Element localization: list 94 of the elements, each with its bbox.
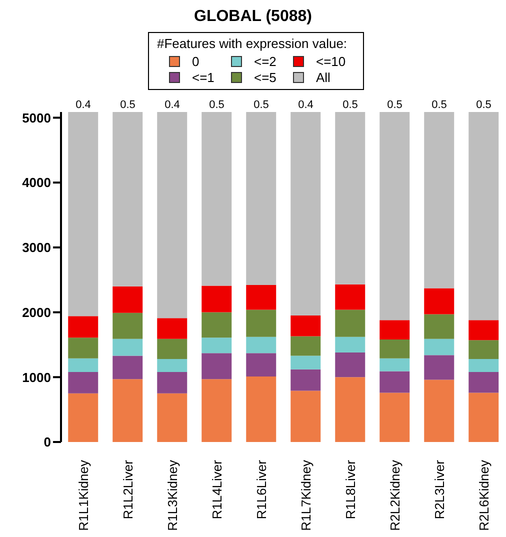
x-tick-label: R1L2Liver: [120, 459, 136, 520]
bar: [202, 353, 232, 380]
annotation: 0.5: [476, 99, 492, 111]
y-tick-label: 4000: [22, 175, 51, 190]
legend-label: <=10: [316, 54, 346, 69]
bar: [112, 286, 143, 313]
bar: [157, 358, 188, 372]
x-tick-label: R1L1Kidney: [76, 460, 91, 531]
annotation: 0.5: [254, 99, 269, 111]
bar: [424, 288, 454, 314]
bar: [246, 112, 276, 286]
bar: [68, 358, 98, 372]
y-tick-label: 3000: [22, 240, 51, 256]
bar: [112, 379, 143, 442]
bar: [157, 112, 188, 318]
bar: [335, 377, 366, 442]
bar: [202, 379, 232, 442]
bar: [68, 338, 98, 358]
annotation: 0.4: [164, 99, 180, 111]
bar: [112, 356, 143, 380]
bar: [290, 369, 321, 391]
annotation: 0.4: [76, 99, 91, 111]
annotation: 0.5: [209, 99, 224, 111]
bar: [468, 358, 499, 372]
bar: [468, 340, 499, 359]
annotation: 0.5: [342, 99, 358, 111]
x-tick-label: R2L3Liver: [432, 459, 447, 520]
bar: [157, 393, 188, 442]
x-tick-label: R2L6Kidney: [476, 460, 492, 531]
bar: [246, 285, 276, 310]
legend-label: <=2: [254, 54, 276, 69]
annotation: 0.4: [298, 99, 314, 111]
bar: [424, 314, 454, 339]
bar: [380, 340, 410, 358]
bar: [380, 371, 410, 393]
bar: [112, 338, 143, 356]
y-tick-label: 2000: [22, 304, 51, 320]
x-tick-label: R2L2Kidney: [387, 460, 402, 531]
bar: [468, 372, 499, 393]
bar: [468, 320, 499, 340]
bar: [335, 310, 366, 337]
bar: [246, 336, 276, 354]
x-tick-label: R1L3Kidney: [164, 460, 180, 531]
chart-title: GLOBAL (5088): [193, 7, 313, 27]
bar: [290, 390, 321, 442]
bar: [68, 372, 98, 394]
bar: [290, 356, 321, 370]
legend-label: <=1: [192, 70, 214, 85]
bar: [335, 284, 366, 310]
bar: [202, 338, 232, 354]
x-tick-label: R1L8Liver: [342, 459, 358, 520]
bar: [380, 320, 410, 340]
x-tick-label: R1L6Liver: [254, 459, 269, 520]
x-tick-label: R1L7Kidney: [298, 460, 314, 531]
bar: [290, 336, 321, 356]
bar: [335, 352, 366, 378]
annotation: 0.5: [432, 99, 447, 111]
bar: [202, 286, 232, 312]
bar: [424, 380, 454, 442]
bar: [335, 336, 366, 352]
bar: [68, 316, 98, 338]
text: All: [316, 70, 330, 85]
bar: [112, 312, 143, 339]
bar: [468, 392, 499, 442]
legend-label: <=5: [254, 70, 276, 85]
bar: [380, 112, 410, 320]
bar: [290, 112, 321, 316]
bar: [335, 112, 366, 284]
bar: [424, 338, 454, 356]
y-tick-label: 1000: [22, 370, 51, 385]
bar: [68, 112, 98, 316]
annotation: 0.5: [120, 99, 136, 111]
bar: [468, 112, 499, 320]
bar: [424, 355, 454, 380]
bar: [157, 372, 188, 394]
bar: [202, 312, 232, 338]
bar: [290, 316, 321, 336]
y-tick-label: 5000: [22, 110, 51, 126]
legend-title: #Features with expression value:: [157, 36, 348, 51]
bar: [112, 112, 143, 286]
bar: [157, 338, 188, 359]
bar: [380, 392, 410, 442]
bar: [380, 358, 410, 372]
bar: [424, 112, 454, 288]
bar: [157, 318, 188, 339]
x-tick-label: R1L4Liver: [209, 459, 224, 520]
annotation: 0.5: [387, 99, 402, 111]
bar: [246, 310, 276, 337]
bar: [68, 393, 98, 442]
y-tick-label: 0: [44, 434, 51, 450]
legend-label: 0: [192, 54, 200, 69]
bar: [202, 112, 232, 286]
bar: [246, 376, 276, 442]
bar: [246, 353, 276, 376]
